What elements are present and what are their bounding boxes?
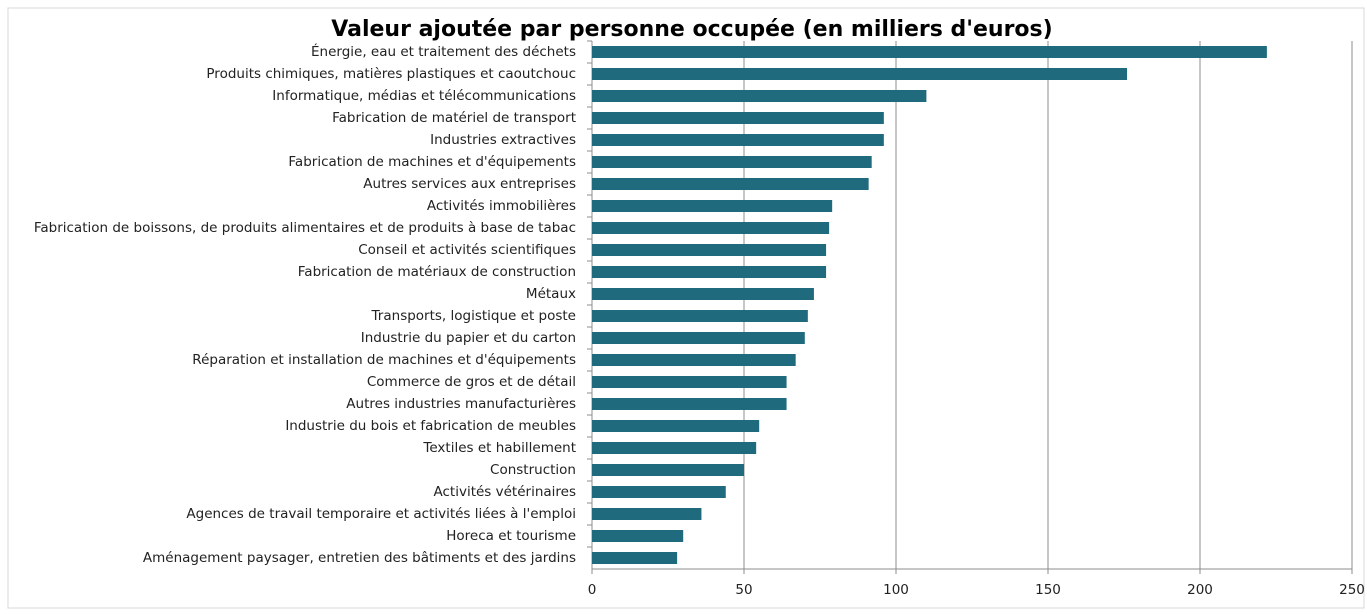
bar [592, 442, 757, 454]
y-tick-label: Industrie du bois et fabrication de meub… [285, 418, 576, 434]
y-tick-label: Commerce de gros et de détail [367, 374, 576, 390]
x-tick-label: 50 [735, 582, 752, 598]
y-tick-label: Activités immobilières [427, 198, 576, 214]
y-tick-label: Autres industries manufacturières [346, 396, 576, 412]
y-tick-label: Énergie, eau et traitement des déchets [311, 43, 576, 60]
bar [592, 332, 805, 344]
bar [592, 376, 787, 388]
y-tick-label: Métaux [526, 286, 576, 302]
bar [592, 200, 833, 212]
y-tick-label: Industries extractives [430, 132, 576, 148]
y-tick-label: Conseil et activités scientifiques [358, 242, 576, 258]
bar [592, 266, 827, 278]
bar [592, 178, 869, 190]
y-tick-label: Transports, logistique et poste [371, 308, 576, 324]
bar [592, 464, 744, 476]
bar [592, 530, 684, 542]
bar [592, 398, 787, 410]
bar [592, 552, 678, 564]
bar [592, 354, 796, 366]
bar [592, 508, 702, 520]
y-tick-label: Construction [490, 462, 576, 478]
bar [592, 90, 927, 102]
y-tick-label: Fabrication de machines et d'équipements [288, 154, 576, 170]
x-tick-label: 200 [1187, 582, 1213, 598]
x-tick-label: 100 [883, 582, 909, 598]
chart-title: Valeur ajoutée par personne occupée (en … [331, 17, 1052, 42]
y-tick-label: Industrie du papier et du carton [361, 330, 576, 346]
y-tick-label: Textiles et habillement [422, 440, 576, 456]
bar [592, 310, 808, 322]
bar [592, 244, 827, 256]
y-tick-label: Autres services aux entreprises [363, 176, 576, 192]
y-tick-label: Réparation et installation de machines e… [192, 352, 576, 368]
bar [592, 46, 1267, 58]
bar [592, 486, 726, 498]
y-tick-label: Aménagement paysager, entretien des bâti… [143, 550, 576, 566]
y-tick-label: Produits chimiques, matières plastiques … [206, 66, 576, 82]
y-tick-label: Fabrication de matériaux de construction [298, 264, 576, 280]
bar [592, 420, 760, 432]
bar [592, 134, 884, 146]
x-tick-label: 150 [1035, 582, 1061, 598]
y-tick-label: Fabrication de boissons, de produits ali… [34, 220, 576, 236]
x-tick-label: 250 [1339, 582, 1365, 598]
bar [592, 68, 1128, 80]
y-tick-label: Fabrication de matériel de transport [332, 110, 576, 126]
y-tick-label: Horeca et tourisme [446, 528, 576, 544]
bar [592, 222, 830, 234]
bar [592, 288, 814, 300]
y-tick-label: Activités vétérinaires [434, 484, 577, 500]
y-tick-label: Agences de travail temporaire et activit… [186, 506, 576, 522]
y-tick-label: Informatique, médias et télécommunicatio… [272, 88, 576, 104]
bar [592, 112, 884, 124]
bar [592, 156, 872, 168]
x-tick-label: 0 [588, 582, 597, 598]
